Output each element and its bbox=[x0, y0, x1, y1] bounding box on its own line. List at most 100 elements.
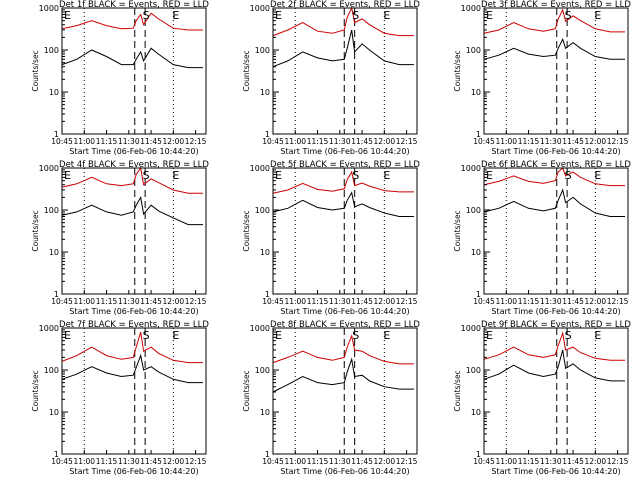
marker-label: E bbox=[172, 329, 179, 342]
x-tick-label: 11:30 bbox=[118, 137, 140, 146]
y-tick-label: 1 bbox=[265, 290, 270, 299]
plot-frame bbox=[483, 7, 629, 135]
marker-label: E bbox=[172, 9, 179, 22]
marker-label: S bbox=[565, 169, 572, 182]
x-tick-label: 11:30 bbox=[118, 297, 140, 306]
y-tick-label: 1000 bbox=[250, 164, 270, 173]
x-tick-label: 12:15 bbox=[607, 297, 629, 306]
plot-frame bbox=[61, 327, 207, 455]
y-tick-label: 1 bbox=[476, 290, 481, 299]
x-tick-label: 11:00 bbox=[284, 457, 306, 466]
panel-title: Det 2f BLACK = Events, RED = LLD bbox=[270, 0, 420, 10]
x-axis-label: Start Time (06-Feb-06 10:44:20) bbox=[280, 307, 409, 316]
y-tick-label: 1000 bbox=[461, 164, 481, 173]
marker-label: E bbox=[486, 329, 493, 342]
x-tick-label: 12:00 bbox=[163, 457, 185, 466]
x-tick-label: 10:45 bbox=[473, 137, 495, 146]
marker-label: E bbox=[275, 329, 282, 342]
x-tick-label: 11:45 bbox=[562, 457, 584, 466]
x-tick-label: 11:00 bbox=[495, 457, 517, 466]
x-tick-label: 11:45 bbox=[562, 297, 584, 306]
x-tick-label: 11:15 bbox=[307, 457, 329, 466]
x-tick-label: 11:30 bbox=[540, 297, 562, 306]
y-tick-label: 100 bbox=[466, 206, 481, 215]
detector-panel: 1 10 100 1000 10:45 11:00 11:15 11:30 11:45 12:00… bbox=[242, 160, 420, 316]
marker-label: E bbox=[64, 169, 71, 182]
y-axis-label: Counts/sec bbox=[31, 370, 40, 411]
panel-title: Det 4f BLACK = Events, RED = LLD bbox=[59, 160, 209, 170]
x-tick-label: 12:00 bbox=[374, 297, 396, 306]
x-tick-label: 11:15 bbox=[518, 457, 540, 466]
marker-label: E bbox=[486, 169, 493, 182]
detector-panel: 1 10 100 1000 10:45 11:00 11:15 11:30 11:45 12:00… bbox=[242, 320, 420, 476]
x-tick-label: 10:45 bbox=[473, 297, 495, 306]
detector-panel: 1 10 100 1000 10:45 11:00 11:15 11:30 11:45 12:00… bbox=[31, 0, 209, 156]
marker-label: E bbox=[594, 329, 601, 342]
x-tick-label: 11:15 bbox=[96, 137, 118, 146]
marker-label: S bbox=[352, 329, 359, 342]
marker-label: E bbox=[383, 169, 390, 182]
x-tick-label: 12:00 bbox=[163, 297, 185, 306]
x-tick-label: 12:15 bbox=[185, 137, 207, 146]
marker-label: S bbox=[143, 169, 150, 182]
marker-label: E bbox=[64, 329, 71, 342]
x-tick-label: 11:00 bbox=[73, 297, 95, 306]
marker-label: E bbox=[64, 9, 71, 22]
series-line bbox=[272, 6, 414, 37]
x-tick-label: 11:30 bbox=[329, 137, 351, 146]
series-line bbox=[61, 166, 203, 194]
marker-label: E bbox=[172, 169, 179, 182]
y-tick-label: 10 bbox=[471, 408, 481, 417]
marker-label: S bbox=[352, 9, 359, 22]
x-tick-label: 11:00 bbox=[284, 297, 306, 306]
plot-frame bbox=[483, 327, 629, 455]
detector-panel: 1 10 100 1000 10:45 11:00 11:15 11:30 11:45 12:00… bbox=[453, 0, 631, 156]
marker-label: S bbox=[352, 169, 359, 182]
y-tick-label: 1 bbox=[265, 450, 270, 459]
x-tick-label: 10:45 bbox=[262, 457, 284, 466]
plot-frame bbox=[272, 7, 418, 135]
plot-frame bbox=[61, 7, 207, 135]
y-tick-label: 10 bbox=[49, 408, 59, 417]
marker-label: E bbox=[594, 169, 601, 182]
x-tick-label: 12:00 bbox=[585, 457, 607, 466]
panel-title: Det 6f BLACK = Events, RED = LLD bbox=[481, 160, 631, 170]
marker-label: E bbox=[383, 329, 390, 342]
y-tick-label: 1000 bbox=[250, 4, 270, 13]
y-tick-label: 10 bbox=[471, 88, 481, 97]
marker-label: S bbox=[565, 9, 572, 22]
y-tick-label: 1 bbox=[265, 130, 270, 139]
x-tick-label: 11:30 bbox=[329, 297, 351, 306]
x-tick-label: 11:15 bbox=[96, 457, 118, 466]
series-line bbox=[61, 195, 203, 226]
series-line bbox=[483, 188, 625, 217]
x-tick-label: 11:45 bbox=[351, 457, 373, 466]
x-tick-label: 12:00 bbox=[163, 137, 185, 146]
y-tick-label: 1000 bbox=[39, 324, 59, 333]
x-tick-label: 11:45 bbox=[140, 457, 162, 466]
x-tick-label: 12:15 bbox=[185, 297, 207, 306]
x-tick-label: 12:00 bbox=[585, 137, 607, 146]
x-tick-label: 11:15 bbox=[518, 297, 540, 306]
x-tick-label: 11:15 bbox=[96, 297, 118, 306]
series-line bbox=[483, 37, 625, 60]
x-tick-label: 11:15 bbox=[307, 137, 329, 146]
y-tick-label: 1000 bbox=[250, 324, 270, 333]
marker-label: E bbox=[275, 9, 282, 22]
plot-frame bbox=[272, 167, 418, 295]
y-axis-label: Counts/sec bbox=[453, 50, 462, 91]
y-tick-label: 10 bbox=[260, 248, 270, 257]
series-line bbox=[272, 191, 414, 217]
x-tick-label: 12:15 bbox=[607, 457, 629, 466]
x-tick-label: 11:45 bbox=[351, 297, 373, 306]
y-tick-label: 1000 bbox=[461, 324, 481, 333]
series-line bbox=[61, 331, 203, 364]
x-tick-label: 12:00 bbox=[585, 297, 607, 306]
plot-frame bbox=[61, 167, 207, 295]
y-tick-label: 100 bbox=[255, 46, 270, 55]
x-tick-label: 10:45 bbox=[473, 457, 495, 466]
x-tick-label: 11:30 bbox=[540, 137, 562, 146]
y-tick-label: 10 bbox=[260, 408, 270, 417]
series-line bbox=[61, 47, 203, 69]
